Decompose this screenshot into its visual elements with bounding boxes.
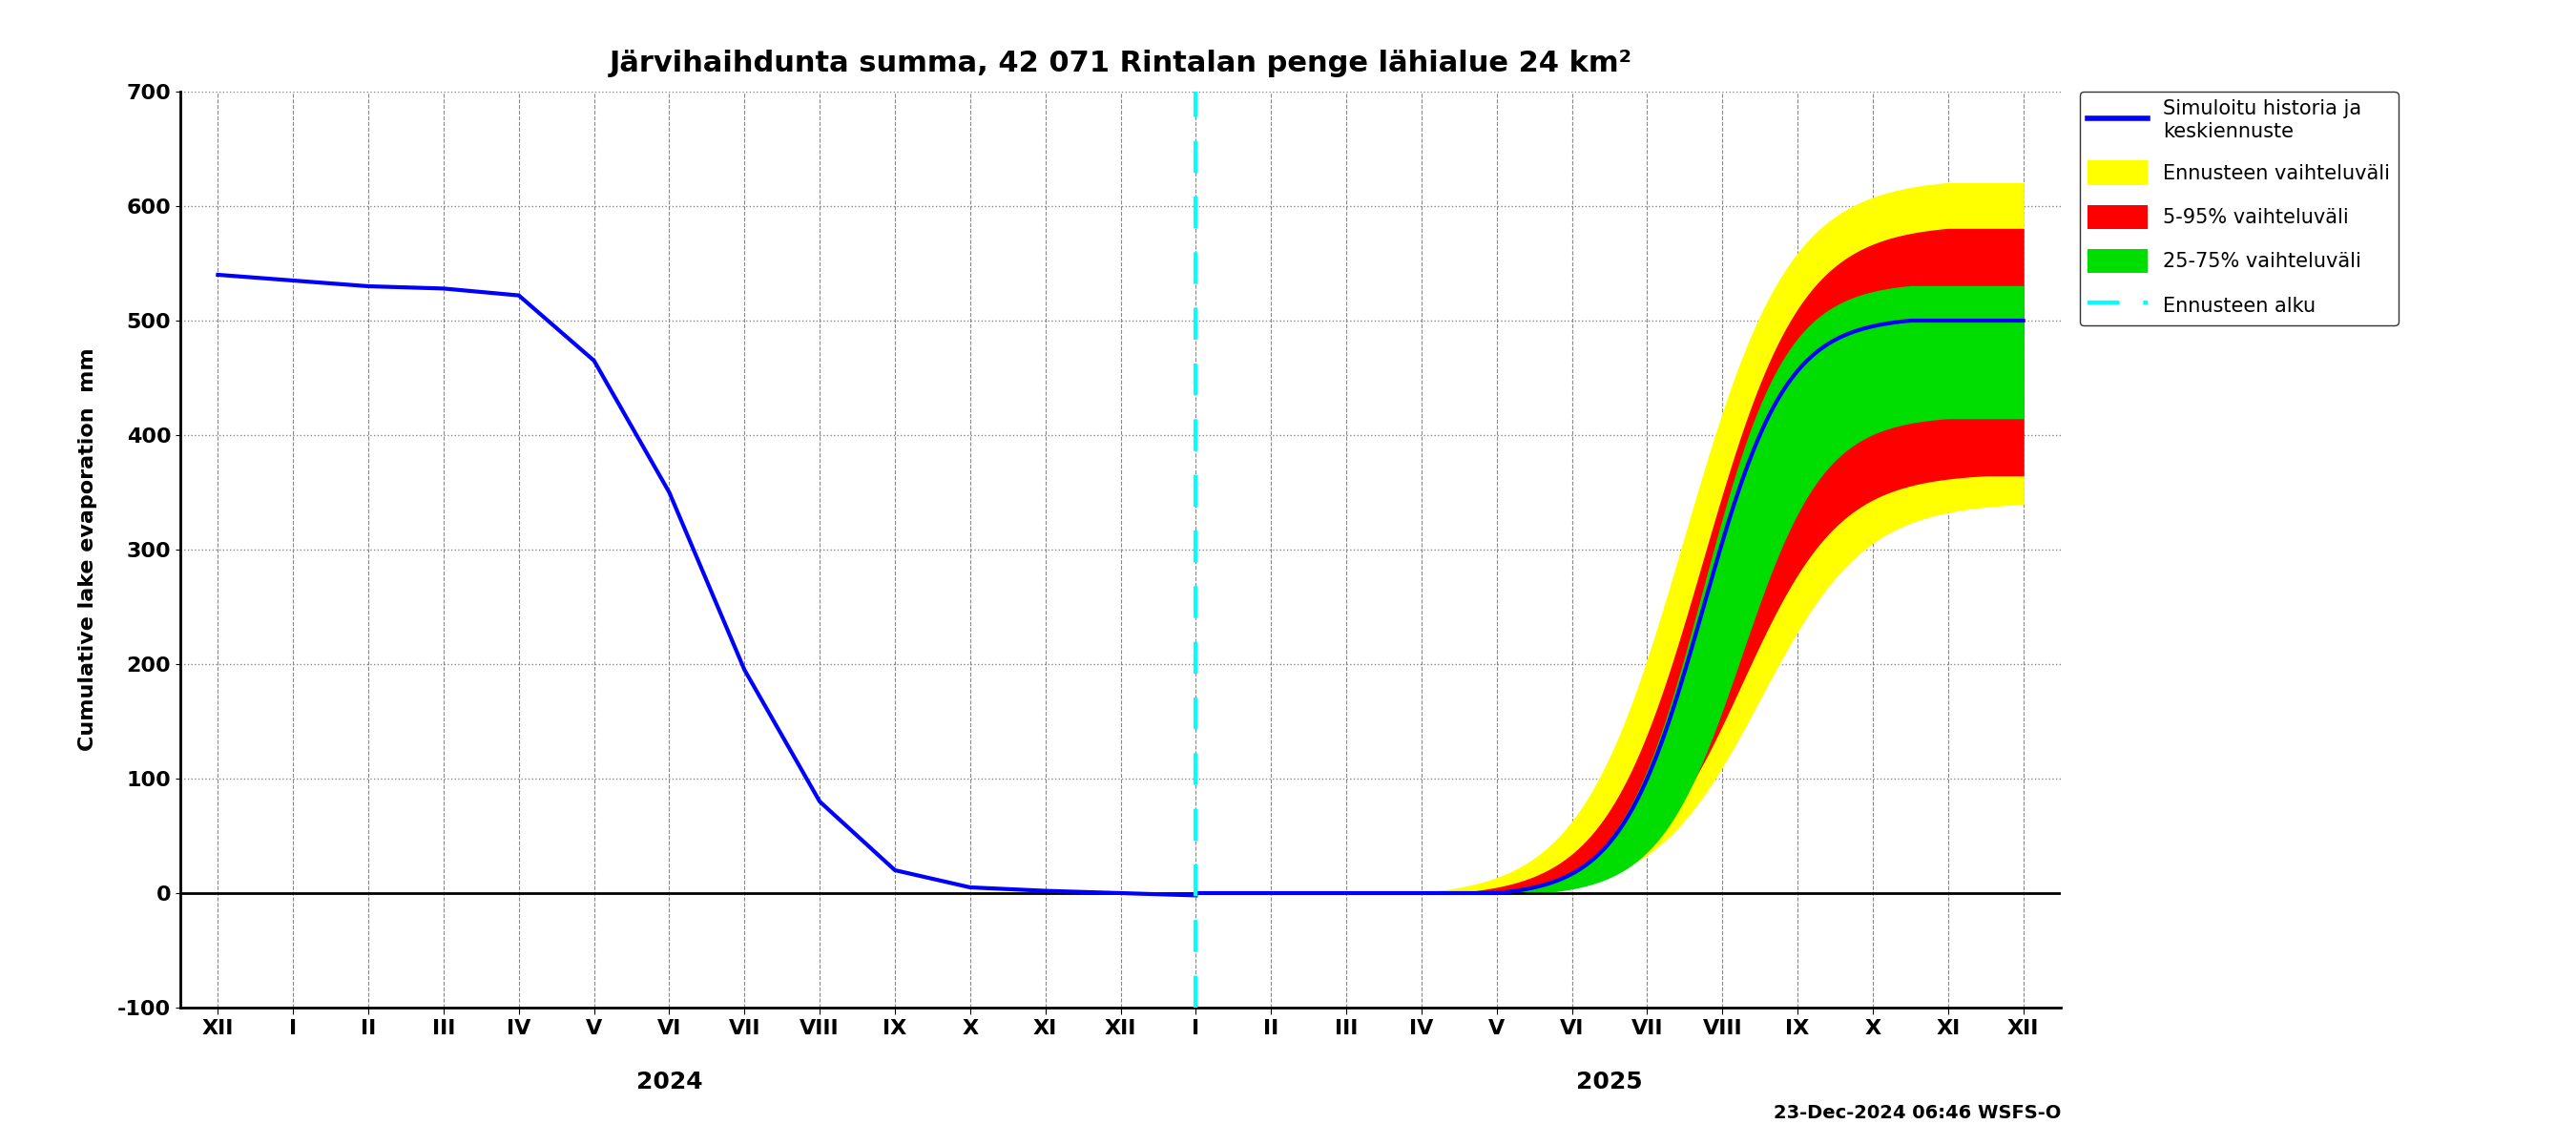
Text: 2024: 2024 <box>636 1071 703 1093</box>
Y-axis label: Cumulative lake evaporation  mm: Cumulative lake evaporation mm <box>77 348 98 751</box>
Text: 2025: 2025 <box>1577 1071 1643 1093</box>
Text: 23-Dec-2024 06:46 WSFS-O: 23-Dec-2024 06:46 WSFS-O <box>1772 1104 2061 1122</box>
Title: Järvihaihdunta summa, 42 071 Rintalan penge lähialue 24 km²: Järvihaihdunta summa, 42 071 Rintalan pe… <box>608 49 1633 78</box>
Legend: Simuloitu historia ja
keskiennuste, Ennusteen vaihteluväli, 5-95% vaihteluväli, : Simuloitu historia ja keskiennuste, Ennu… <box>2079 92 2398 325</box>
